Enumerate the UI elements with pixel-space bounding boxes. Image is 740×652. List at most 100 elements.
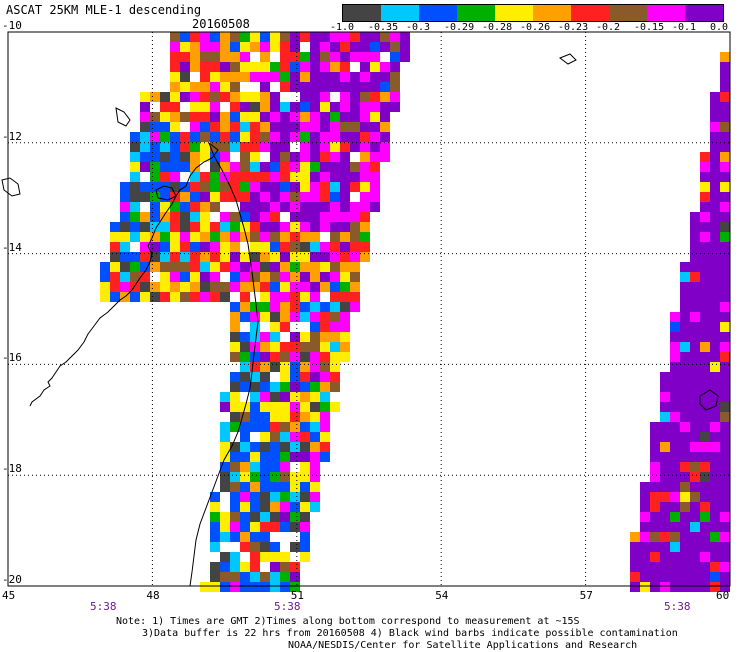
wind-cell bbox=[290, 72, 300, 82]
wind-cell bbox=[690, 572, 700, 582]
wind-cell bbox=[150, 242, 160, 252]
wind-cell bbox=[660, 402, 670, 412]
colorbar-swatch bbox=[571, 5, 609, 21]
wind-cell bbox=[110, 292, 120, 302]
colorbar-label: -0.26 bbox=[520, 22, 551, 33]
colorbar-swatch bbox=[419, 5, 457, 21]
wind-cell bbox=[680, 532, 690, 542]
wind-cell bbox=[240, 362, 250, 372]
wind-cell bbox=[710, 512, 720, 522]
wind-cell bbox=[310, 92, 320, 102]
wind-cell bbox=[700, 262, 710, 272]
wind-cell bbox=[190, 152, 200, 162]
wind-cell bbox=[700, 532, 710, 542]
wind-cell bbox=[180, 252, 190, 262]
wind-cell bbox=[300, 212, 310, 222]
wind-cell bbox=[650, 452, 660, 462]
wind-cell bbox=[360, 32, 370, 42]
wind-cell bbox=[270, 72, 280, 82]
wind-cell bbox=[180, 32, 190, 42]
wind-cell bbox=[340, 152, 350, 162]
wind-cell bbox=[310, 352, 320, 362]
wind-cell bbox=[710, 282, 720, 292]
wind-cell bbox=[210, 572, 220, 582]
wind-cell bbox=[270, 312, 280, 322]
wind-cell bbox=[700, 312, 710, 322]
coastline bbox=[1, 53, 719, 587]
wind-cell bbox=[340, 92, 350, 102]
wind-cell bbox=[630, 552, 640, 562]
wind-cell bbox=[690, 442, 700, 452]
wind-cell bbox=[140, 262, 150, 272]
wind-cell bbox=[680, 342, 690, 352]
wind-cell bbox=[180, 192, 190, 202]
wind-cell bbox=[360, 72, 370, 82]
wind-cell bbox=[230, 32, 240, 42]
wind-cell bbox=[370, 52, 380, 62]
wind-cell bbox=[660, 522, 670, 532]
wind-cell bbox=[280, 72, 290, 82]
wind-cell bbox=[220, 222, 230, 232]
wind-cell bbox=[280, 32, 290, 42]
wind-cell bbox=[260, 292, 270, 302]
wind-cell bbox=[290, 292, 300, 302]
wind-cell bbox=[720, 172, 730, 182]
wind-cell bbox=[280, 412, 290, 422]
wind-cell bbox=[320, 242, 330, 252]
wind-cell bbox=[290, 382, 300, 392]
wind-cell bbox=[220, 432, 230, 442]
wind-cell bbox=[260, 522, 270, 532]
wind-cell bbox=[370, 162, 380, 172]
wind-cell bbox=[280, 492, 290, 502]
wind-cell bbox=[210, 192, 220, 202]
wind-cell bbox=[330, 242, 340, 252]
wind-cell bbox=[160, 222, 170, 232]
wind-cell bbox=[700, 472, 710, 482]
wind-cell bbox=[670, 332, 680, 342]
wind-cell bbox=[390, 102, 400, 112]
wind-cell bbox=[670, 412, 680, 422]
wind-cell bbox=[290, 32, 300, 42]
wind-cell bbox=[710, 202, 720, 212]
wind-cell bbox=[680, 322, 690, 332]
wind-cell bbox=[260, 212, 270, 222]
wind-cell bbox=[720, 422, 730, 432]
wind-cell bbox=[340, 82, 350, 92]
wind-cell bbox=[120, 282, 130, 292]
wind-cell bbox=[300, 72, 310, 82]
wind-cell bbox=[720, 112, 730, 122]
wind-cell bbox=[360, 182, 370, 192]
wind-cell bbox=[230, 392, 240, 402]
wind-cell bbox=[240, 42, 250, 52]
wind-cell bbox=[110, 262, 120, 272]
wind-cell bbox=[360, 142, 370, 152]
wind-cell bbox=[350, 42, 360, 52]
wind-cell bbox=[180, 262, 190, 272]
wind-cell bbox=[310, 312, 320, 322]
wind-cell bbox=[720, 92, 730, 102]
wind-cell bbox=[170, 102, 180, 112]
wind-cell bbox=[120, 252, 130, 262]
wind-cell bbox=[230, 242, 240, 252]
wind-cell bbox=[200, 172, 210, 182]
wind-cell bbox=[230, 452, 240, 462]
wind-cell bbox=[650, 522, 660, 532]
wind-cell bbox=[330, 32, 340, 42]
wind-cell bbox=[670, 372, 680, 382]
wind-cell bbox=[270, 352, 280, 362]
wind-cell bbox=[210, 122, 220, 132]
wind-cell bbox=[240, 152, 250, 162]
wind-cell bbox=[300, 372, 310, 382]
wind-cell bbox=[710, 182, 720, 192]
wind-cell bbox=[190, 132, 200, 142]
wind-cell bbox=[330, 292, 340, 302]
wind-cell bbox=[300, 92, 310, 102]
wind-cell bbox=[700, 332, 710, 342]
wind-cell bbox=[310, 192, 320, 202]
wind-cell bbox=[220, 52, 230, 62]
wind-cell bbox=[330, 212, 340, 222]
wind-cell bbox=[220, 132, 230, 142]
wind-cell bbox=[260, 172, 270, 182]
wind-cell bbox=[350, 232, 360, 242]
